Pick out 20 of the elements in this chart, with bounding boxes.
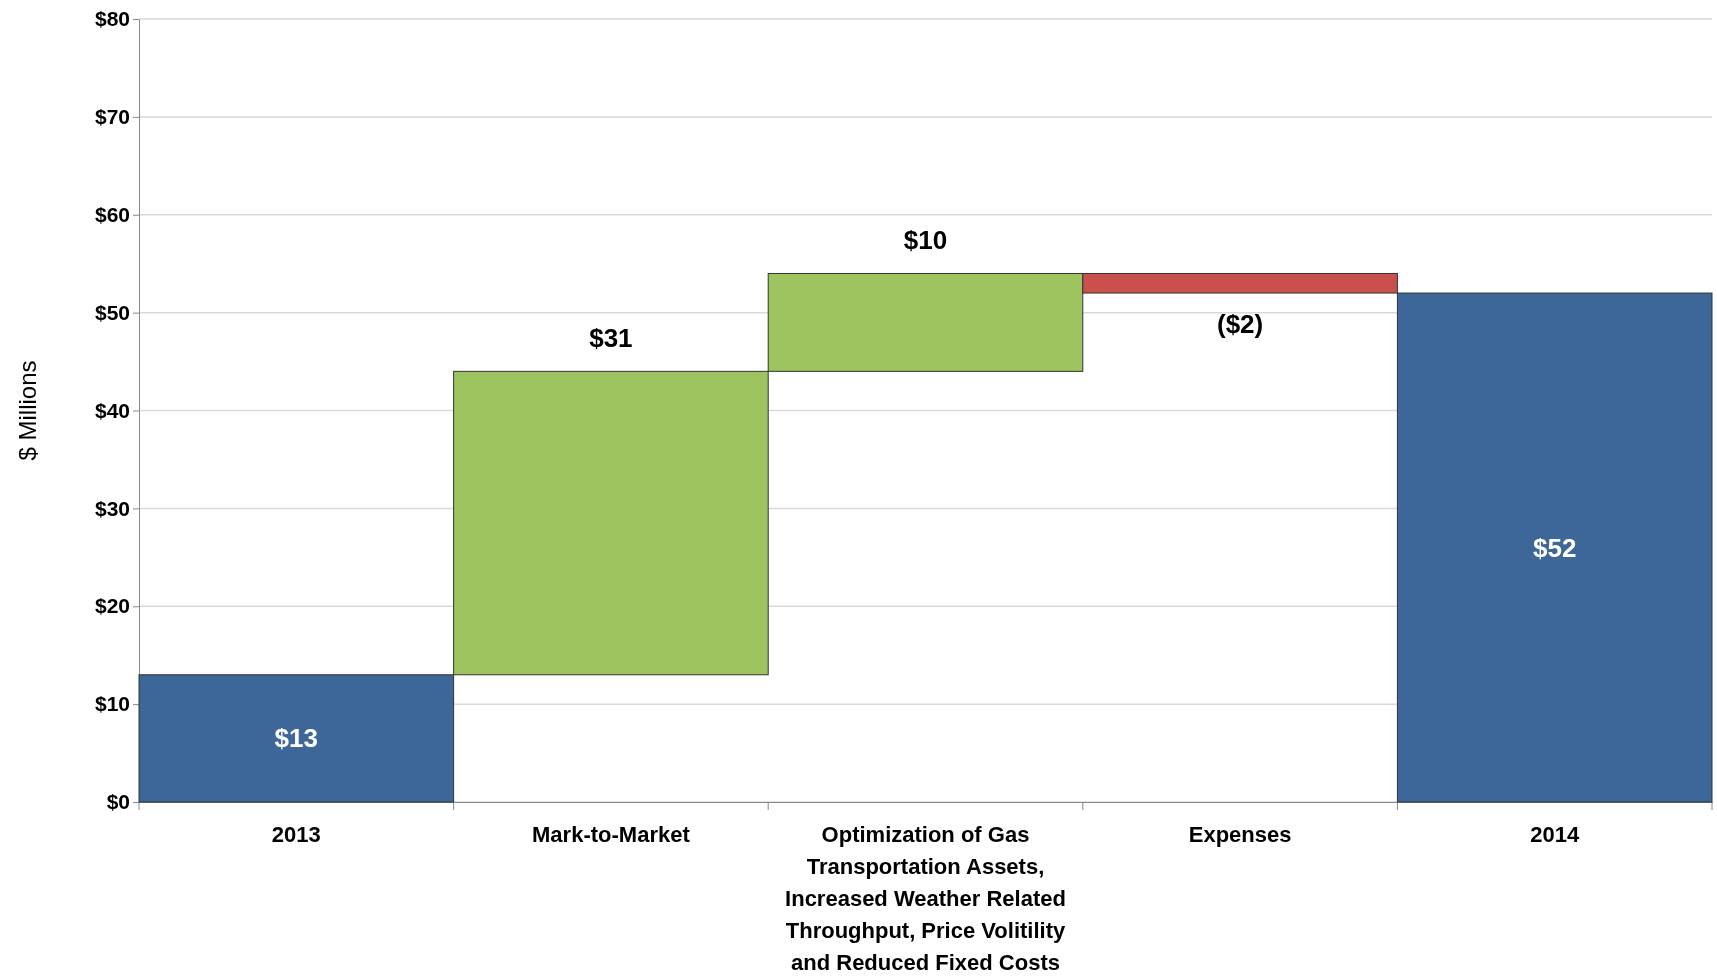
x-tick-label: Expenses — [1188, 822, 1292, 847]
data-label: $31 — [589, 323, 633, 354]
y-tick-label: $20 — [94, 594, 130, 618]
y-tick-label: $60 — [94, 202, 130, 226]
y-tick-label: $40 — [94, 398, 130, 422]
data-label: $52 — [1533, 532, 1577, 563]
y-tick-label: $0 — [106, 790, 130, 814]
x-tick-label: 2013 — [271, 822, 321, 847]
x-tick-label: Optimization of Gas Transportation Assets, Increased Weather Related Throughput, Price Volitility and Reduced Fixed Costs — [785, 822, 1066, 975]
y-tick-label: $30 — [94, 496, 130, 520]
data-label: ($2) — [1216, 309, 1264, 340]
x-tick-label: 2014 — [1530, 822, 1580, 847]
y-axis-title: $ Millions — [14, 360, 41, 461]
y-tick-label: $80 — [94, 7, 130, 31]
data-label: $13 — [274, 723, 318, 754]
x-tick-label: Mark-to-Market — [532, 822, 691, 847]
y-tick-label: $10 — [94, 692, 130, 716]
y-tick-label: $70 — [94, 105, 130, 129]
y-tick-label: $50 — [94, 300, 130, 324]
data-label: $10 — [903, 225, 948, 256]
